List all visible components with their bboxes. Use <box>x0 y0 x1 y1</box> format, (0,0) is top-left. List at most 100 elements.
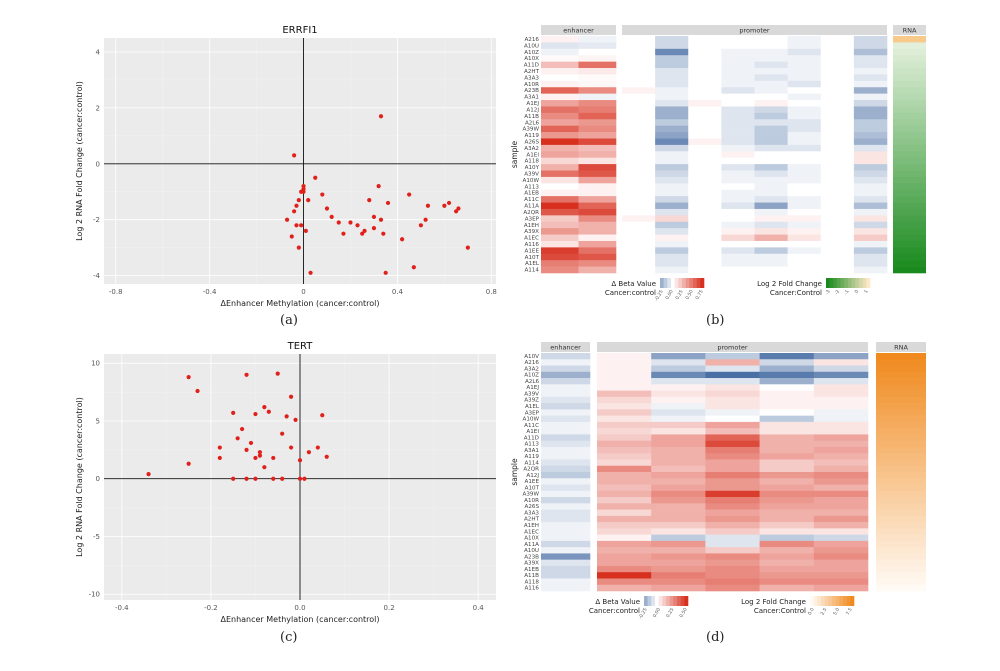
promoter-cell <box>759 553 815 560</box>
data-point <box>385 200 391 206</box>
enhancer-cell <box>541 559 591 567</box>
rna-cell <box>893 196 926 203</box>
y-tick-label: -5 <box>93 533 100 541</box>
promoter-cell <box>820 176 855 184</box>
enhancer-cell <box>541 208 579 216</box>
enhancer-cell <box>541 547 591 554</box>
rna-header-label: RNA <box>903 27 917 35</box>
enhancer-cell <box>541 515 591 523</box>
legend-rna-swatch <box>829 278 834 288</box>
promoter-cell <box>705 540 760 548</box>
promoter-cell <box>853 138 888 146</box>
chart-title: TERT <box>287 341 314 352</box>
data-point <box>411 265 416 270</box>
promoter-cell <box>820 93 855 101</box>
promoter-cell <box>787 253 822 261</box>
rna-cell <box>893 157 926 165</box>
enhancer-cell <box>578 119 617 126</box>
promoter-cell <box>688 196 722 203</box>
data-point <box>383 270 388 275</box>
promoter-cell <box>759 478 815 485</box>
promoter-cell <box>721 260 755 267</box>
promoter-cell <box>813 528 869 535</box>
rna-cell <box>893 253 926 261</box>
promoter-cell <box>754 68 788 75</box>
scatter-panel-a: -0.8 -0.4 0 0.4 0.8 -4 -2 0 2 4 ERRFI1 ΔEnhancer Me… <box>75 25 497 308</box>
promoter-cell <box>688 48 722 56</box>
data-point <box>306 450 312 455</box>
promoter-cell <box>651 553 706 560</box>
sample-label: A2L6 <box>525 379 540 385</box>
enhancer-cell <box>541 170 579 178</box>
promoter-cell <box>721 132 755 139</box>
promoter-cell <box>705 572 760 579</box>
enhancer-cell <box>541 459 591 467</box>
scatter-panel-c: -0.4 -0.2 0.0 0.2 0.4 -10 -5 0 5 10 TERT ΔEnhancer … <box>75 341 496 624</box>
promoter-cell <box>759 403 815 410</box>
data-point <box>280 476 285 481</box>
enhancer-cell <box>578 234 617 242</box>
promoter-cell <box>622 42 656 50</box>
promoter-cell <box>787 125 822 133</box>
legend-rna-swatch <box>826 278 830 288</box>
promoter-cell <box>597 403 652 410</box>
promoter-cell <box>705 371 760 379</box>
promoter-cell <box>705 534 760 542</box>
promoter-cell <box>820 125 855 133</box>
sample-label: A3A1 <box>524 448 539 454</box>
promoter-cell <box>853 202 888 210</box>
promoter-cell <box>688 112 722 120</box>
legend-beta-swatch <box>669 596 674 606</box>
data-point <box>231 410 236 416</box>
data-point <box>308 270 313 275</box>
promoter-cell <box>655 138 689 146</box>
enhancer-cell <box>541 572 591 579</box>
promoter-cell <box>655 240 689 248</box>
promoter-cell <box>853 164 888 171</box>
panel-label-b: (b) <box>706 313 725 328</box>
promoter-cell <box>754 234 788 242</box>
promoter-cell <box>622 208 656 216</box>
promoter-cell <box>787 196 822 203</box>
rna-cell <box>893 176 926 184</box>
promoter-cell <box>597 465 652 473</box>
promoter-cell <box>622 170 656 178</box>
promoter-cell <box>622 266 656 274</box>
enhancer-cell <box>541 365 591 373</box>
promoter-cell <box>705 446 760 454</box>
promoter-cell <box>754 48 788 56</box>
sample-label: A11B <box>524 573 539 579</box>
sample-label: A116 <box>524 586 539 592</box>
promoter-cell <box>754 247 788 255</box>
plot-background <box>104 38 496 284</box>
promoter-cell <box>759 384 815 391</box>
data-point <box>303 228 308 233</box>
rna-cell <box>893 189 926 197</box>
promoter-cell <box>787 228 822 235</box>
promoter-cell <box>754 61 788 69</box>
enhancer-cell <box>541 189 579 197</box>
promoter-cell <box>813 515 869 523</box>
promoter-cell <box>754 240 788 248</box>
data-point <box>235 436 240 441</box>
legend-rna-swatch <box>817 596 822 606</box>
legend-beta-swatch <box>674 278 679 288</box>
promoter-cell <box>705 409 760 416</box>
enhancer-cell <box>541 409 591 416</box>
promoter-cell <box>721 183 755 191</box>
promoter-cell <box>622 112 656 120</box>
legend-beta-title: Δ Beta Value <box>595 598 640 606</box>
enhancer-cell <box>541 183 579 191</box>
promoter-cell <box>655 196 689 203</box>
promoter-cell <box>651 359 706 366</box>
promoter-cell <box>721 112 755 120</box>
promoter-cell <box>853 55 888 62</box>
promoter-cell <box>705 459 760 467</box>
promoter-cell <box>853 125 888 133</box>
enhancer-cell <box>541 434 591 441</box>
promoter-cell <box>688 170 722 178</box>
promoter-cell <box>853 170 888 178</box>
legend-rna-swatch <box>832 596 836 606</box>
rna-cell <box>893 247 926 255</box>
